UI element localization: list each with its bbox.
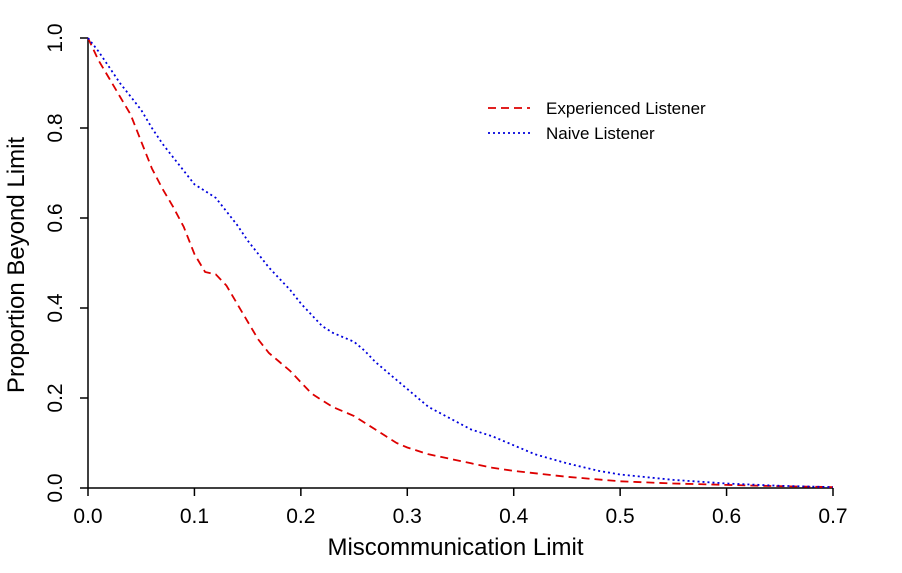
chart-series	[87, 37, 834, 488]
series-line-naive-listener	[87, 37, 834, 488]
x-tick-label: 0.5	[606, 505, 635, 528]
y-axis-label: Proportion Beyond Limit	[3, 137, 30, 393]
x-axis-label: Miscommunication Limit	[327, 534, 583, 561]
legend-label: Experienced Listener	[546, 99, 706, 118]
y-tick-label: 0.8	[44, 113, 67, 142]
x-tick-label: 0.3	[393, 505, 422, 528]
chart-axes: 0.0 0.1 0.2 0.3 0.4 0.5 0.6 0.7 0.0 0.2 0.4 0.6 0.8 1…	[44, 23, 848, 528]
x-tick-label: 0.7	[818, 505, 847, 528]
series-line-experienced-listener	[87, 37, 834, 488]
y-tick-label: 0.0	[44, 473, 67, 502]
y-tick-label: 0.2	[44, 383, 67, 412]
y-tick-label: 1.0	[44, 23, 67, 52]
chart-legend: Experienced Listener Naive Listener	[488, 99, 706, 143]
x-tick-label: 0.4	[499, 505, 529, 528]
legend-label: Naive Listener	[546, 124, 655, 143]
x-tick-label: 0.1	[180, 505, 209, 528]
y-tick-label: 0.4	[44, 293, 67, 323]
x-tick-label: 0.6	[712, 505, 741, 528]
x-tick-label: 0.0	[73, 505, 102, 528]
x-tick-label: 0.2	[286, 505, 315, 528]
y-tick-label: 0.6	[44, 203, 67, 232]
